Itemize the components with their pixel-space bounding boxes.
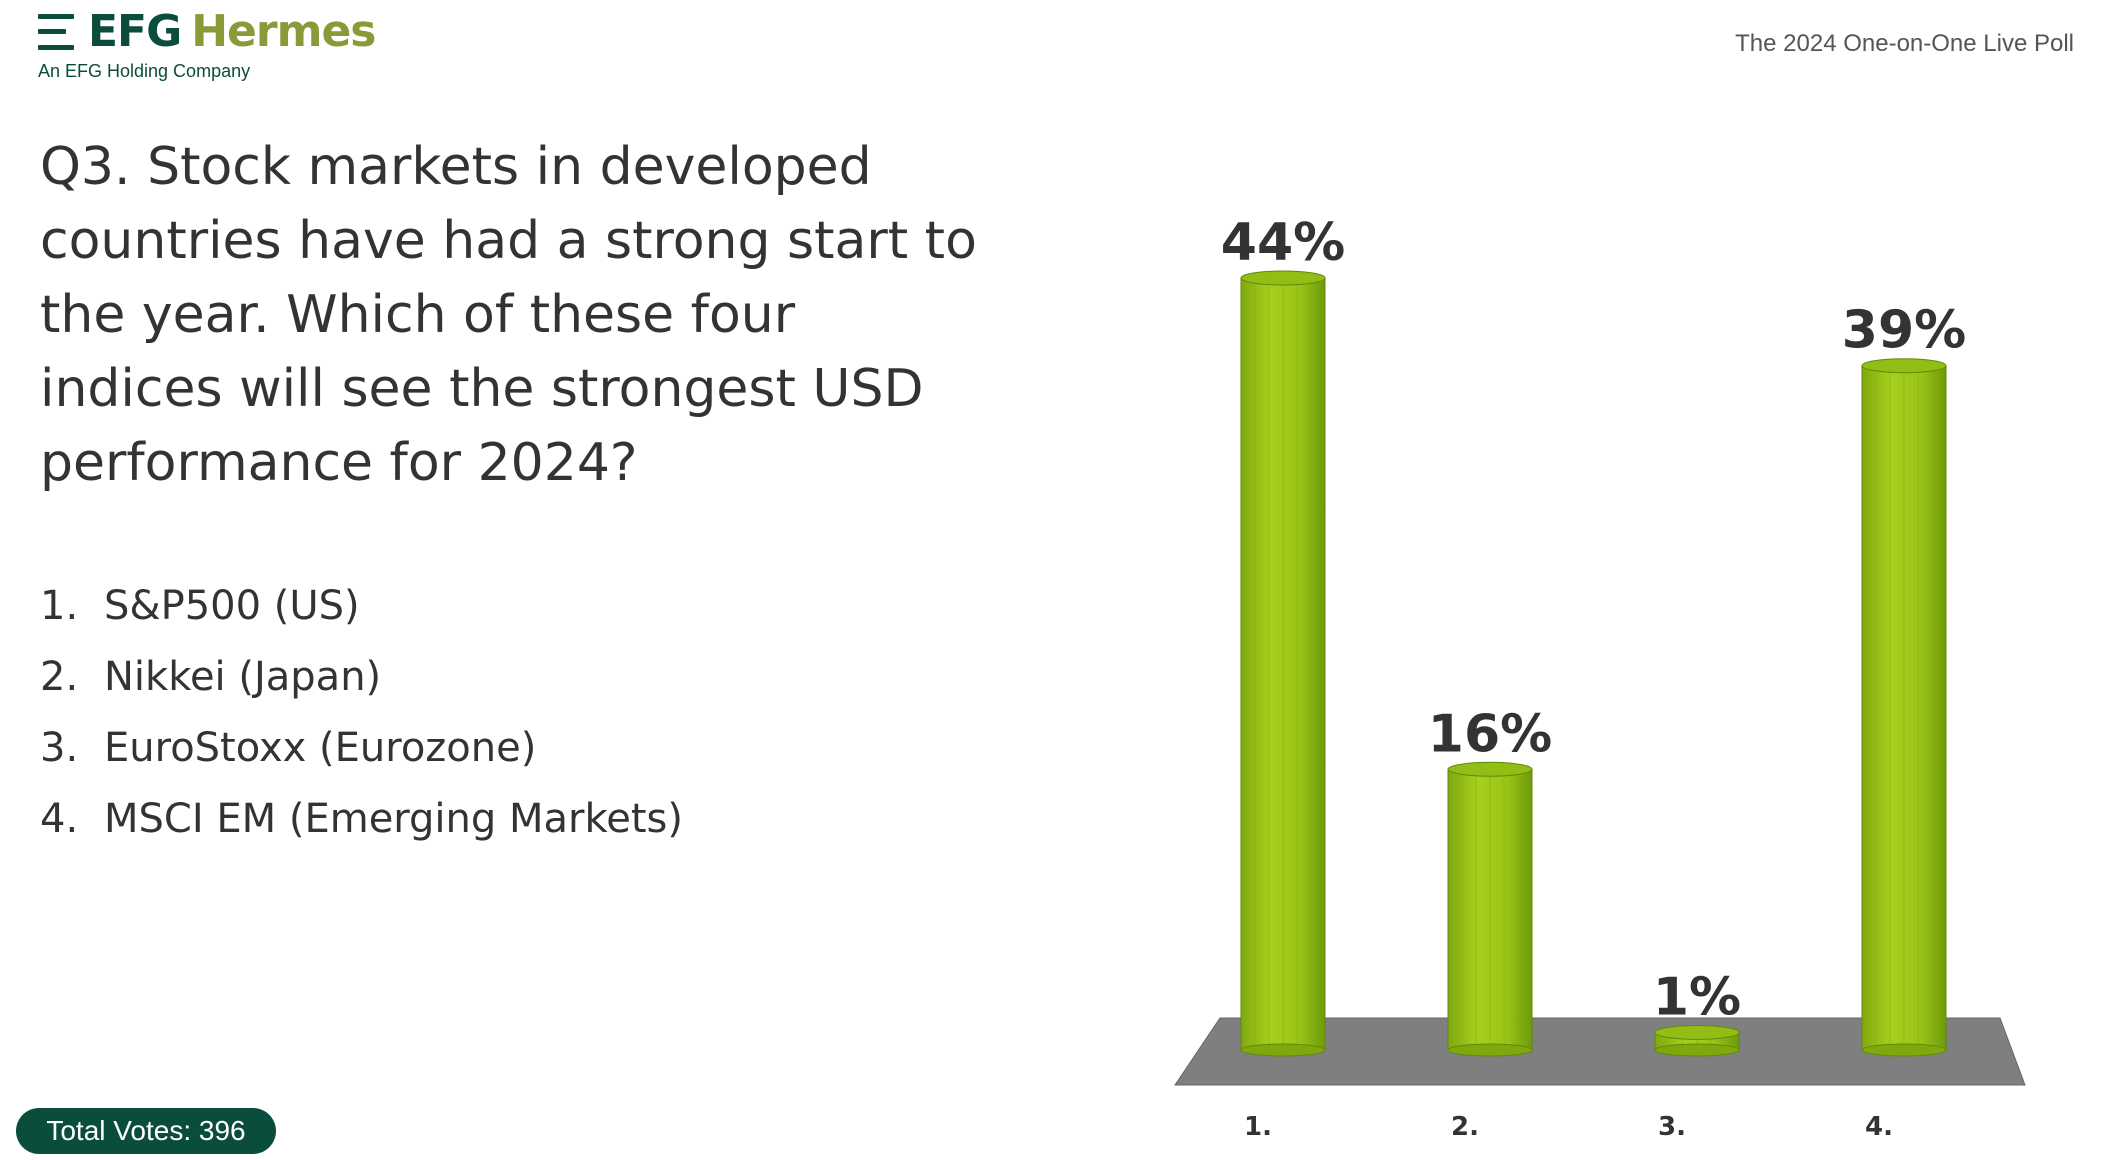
data-label-2: 16% <box>1428 704 1552 764</box>
chart-labels: 44% 1. 16% 2. 1% 3. 39% 4. <box>1221 213 1966 1142</box>
total-votes-badge: Total Votes: 396 <box>16 1108 276 1154</box>
option-number: 1. <box>40 582 79 629</box>
bar-1 <box>1240 270 1326 1057</box>
brand-efg: EFG <box>88 6 182 57</box>
option-item: 1. S&P500 (US) <box>40 570 683 641</box>
logo-lines-icon <box>38 13 74 50</box>
option-number: 3. <box>40 724 79 771</box>
bar-3 <box>1654 1024 1740 1057</box>
category-label-2: 2. <box>1451 1112 1479 1142</box>
option-label: MSCI EM (Emerging Markets) <box>104 795 683 842</box>
option-number: 2. <box>40 653 79 700</box>
data-label-4: 39% <box>1842 301 1966 361</box>
option-label: EuroStoxx (Eurozone) <box>104 724 537 771</box>
bar-4 <box>1861 358 1947 1057</box>
chart-bars <box>1240 270 1947 1057</box>
option-label: Nikkei (Japan) <box>104 653 382 700</box>
option-label: S&P500 (US) <box>104 582 360 629</box>
bar-2 <box>1447 761 1533 1057</box>
option-item: 4. MSCI EM (Emerging Markets) <box>40 783 683 854</box>
poll-title: The 2024 One-on-One Live Poll <box>1735 30 2074 57</box>
brand-hermes: Hermes <box>191 6 376 57</box>
category-label-1: 1. <box>1244 1112 1272 1142</box>
option-item: 2. Nikkei (Japan) <box>40 641 683 712</box>
data-label-3: 1% <box>1653 967 1741 1027</box>
chart-floor <box>1174 1017 2026 1086</box>
question-text: Q3. Stock markets in developed countries… <box>40 137 977 493</box>
data-label-1: 44% <box>1221 213 1345 273</box>
option-item: 3. EuroStoxx (Eurozone) <box>40 712 683 783</box>
brand-logo: EFG Hermes An EFG Holding Company <box>38 6 376 82</box>
options-list: 1. S&P500 (US) 2. Nikkei (Japan) 3. Euro… <box>40 570 683 854</box>
brand-subtitle: An EFG Holding Company <box>38 61 251 81</box>
category-label-4: 4. <box>1865 1112 1893 1142</box>
results-bar-chart: 44% 1. 16% 2. 1% 3. 39% 4. <box>1174 213 2026 1142</box>
option-number: 4. <box>40 795 79 842</box>
logo-wordmark: EFG Hermes <box>38 6 376 57</box>
category-label-3: 3. <box>1658 1112 1686 1142</box>
